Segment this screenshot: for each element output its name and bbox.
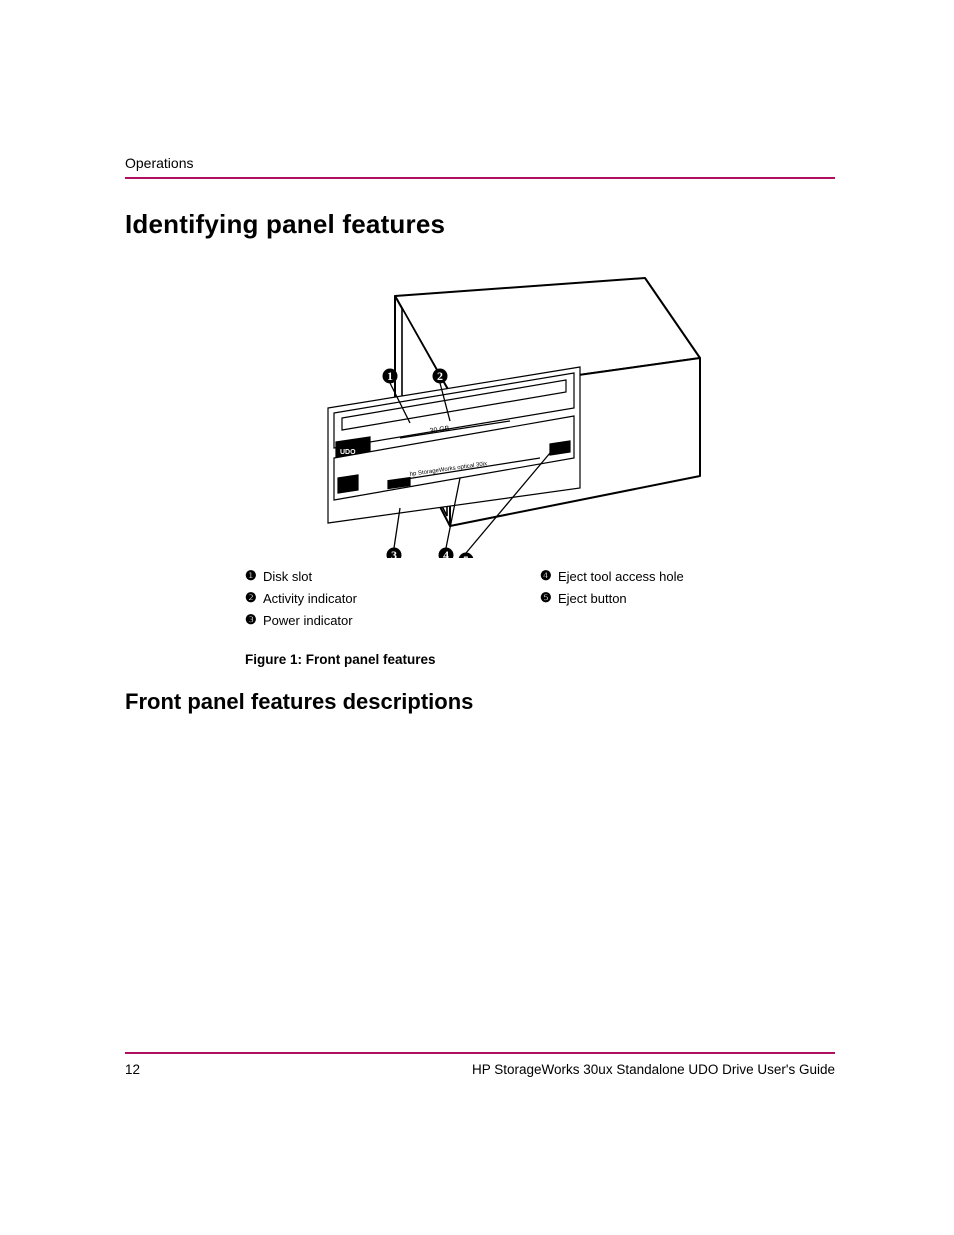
subsection-title: Front panel features descriptions xyxy=(125,689,835,715)
top-rule xyxy=(125,177,835,179)
legend-num: ❸ xyxy=(245,612,263,628)
legend-item: ❶ Disk slot xyxy=(245,568,540,584)
legend-item: ❺ Eject button xyxy=(540,590,835,606)
callout-2: 2 xyxy=(437,369,443,383)
figure-caption: Figure 1: Front panel features xyxy=(245,652,835,667)
bottom-rule xyxy=(125,1052,835,1054)
legend-num: ❶ xyxy=(245,568,263,584)
figure-1: UDO 30 GB hp StorageWorks optical 30ix 1… xyxy=(125,258,835,558)
legend-item: ❷ Activity indicator xyxy=(245,590,540,606)
callout-4: 4 xyxy=(443,548,449,558)
legend-label: Eject tool access hole xyxy=(558,569,684,584)
drive-illustration: UDO 30 GB hp StorageWorks optical 30ix 1… xyxy=(250,258,710,558)
legend-label: Power indicator xyxy=(263,613,353,628)
legend-item: ❸ Power indicator xyxy=(245,612,540,628)
legend-num: ❷ xyxy=(245,590,263,606)
legend-label: Eject button xyxy=(558,591,627,606)
legend-num: ❺ xyxy=(540,590,558,606)
legend-num: ❹ xyxy=(540,568,558,584)
page-title: Identifying panel features xyxy=(125,209,835,240)
section-header: Operations xyxy=(125,155,835,171)
legend-label: Disk slot xyxy=(263,569,312,584)
callout-3: 3 xyxy=(391,548,397,558)
callout-5: 5 xyxy=(463,553,469,558)
callout-1: 1 xyxy=(387,369,393,383)
legend-item: ❹ Eject tool access hole xyxy=(540,568,835,584)
doc-title-footer: HP StorageWorks 30ux Standalone UDO Driv… xyxy=(472,1062,835,1077)
legend-label: Activity indicator xyxy=(263,591,357,606)
udo-badge-text: UDO xyxy=(340,449,356,456)
figure-legend: ❶ Disk slot ❷ Activity indicator ❸ Power… xyxy=(245,568,835,634)
page-number: 12 xyxy=(125,1062,140,1077)
